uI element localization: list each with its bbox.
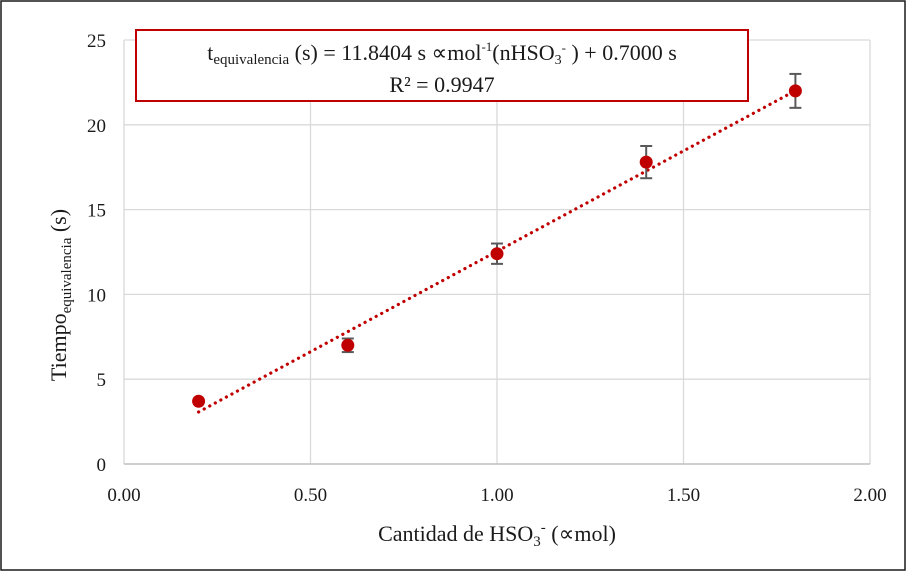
eq-part2-sub: 3 xyxy=(555,53,562,68)
equation-box-frame xyxy=(135,29,749,102)
eq-part2: (nHSO xyxy=(492,40,554,65)
x-axis-title-sub: 3 xyxy=(533,534,541,550)
data-point xyxy=(192,394,206,408)
y-axis-title: Tiempoequivalencia (s) xyxy=(46,209,75,381)
gridlines xyxy=(123,39,871,464)
x-axis-title-main: Cantidad de HSO xyxy=(378,521,533,546)
eq-part1: (s) = 11.8404 s ∝mol xyxy=(289,40,481,65)
y-tick-label: 25 xyxy=(87,31,106,52)
x-axis-title-sup: - xyxy=(541,520,546,536)
y-axis-title-main: Tiempo xyxy=(46,313,71,381)
x-tick-label: 0.50 xyxy=(294,485,327,506)
eq-t-sub: equivalencia xyxy=(213,52,289,68)
y-tick-label: 0 xyxy=(97,455,107,476)
x-tick-label: 0.00 xyxy=(107,485,140,506)
data-point xyxy=(341,338,355,352)
y-tick-label: 20 xyxy=(87,116,106,137)
eq-part1-sup: -1 xyxy=(481,39,492,54)
y-axis-title-sub: equivalencia xyxy=(59,237,75,313)
x-tick-label: 2.00 xyxy=(853,485,886,506)
x-axis-title: Cantidad de HSO3- (∝mol) xyxy=(378,520,616,550)
x-tick-label: 1.00 xyxy=(480,485,513,506)
data-point xyxy=(490,247,504,261)
y-tick-label: 5 xyxy=(97,370,107,391)
y-axis-title-unit: (s) xyxy=(46,209,71,232)
y-tick-label: 10 xyxy=(87,285,106,306)
tick-labels: 0 5 10 15 20 25 0.00 0.50 1.00 1.50 2.00 xyxy=(87,31,887,506)
r-squared: R² = 0.9947 xyxy=(389,72,494,97)
data-point xyxy=(639,155,653,169)
eq-part3: ) + 0.7000 s xyxy=(566,40,677,65)
equation-line: tequivalencia (s) = 11.8404 s ∝mol-1(nHS… xyxy=(207,39,677,68)
x-axis-title-unit: (∝mol) xyxy=(551,521,616,546)
data-points xyxy=(192,84,802,408)
data-point xyxy=(788,84,802,98)
x-tick-label: 1.50 xyxy=(667,485,700,506)
eq-t: t xyxy=(207,40,213,65)
y-tick-label: 15 xyxy=(87,201,106,222)
eq-part2-sup: - xyxy=(562,40,566,55)
equation-box: tequivalencia (s) = 11.8404 s ∝mol-1(nHS… xyxy=(135,29,749,102)
